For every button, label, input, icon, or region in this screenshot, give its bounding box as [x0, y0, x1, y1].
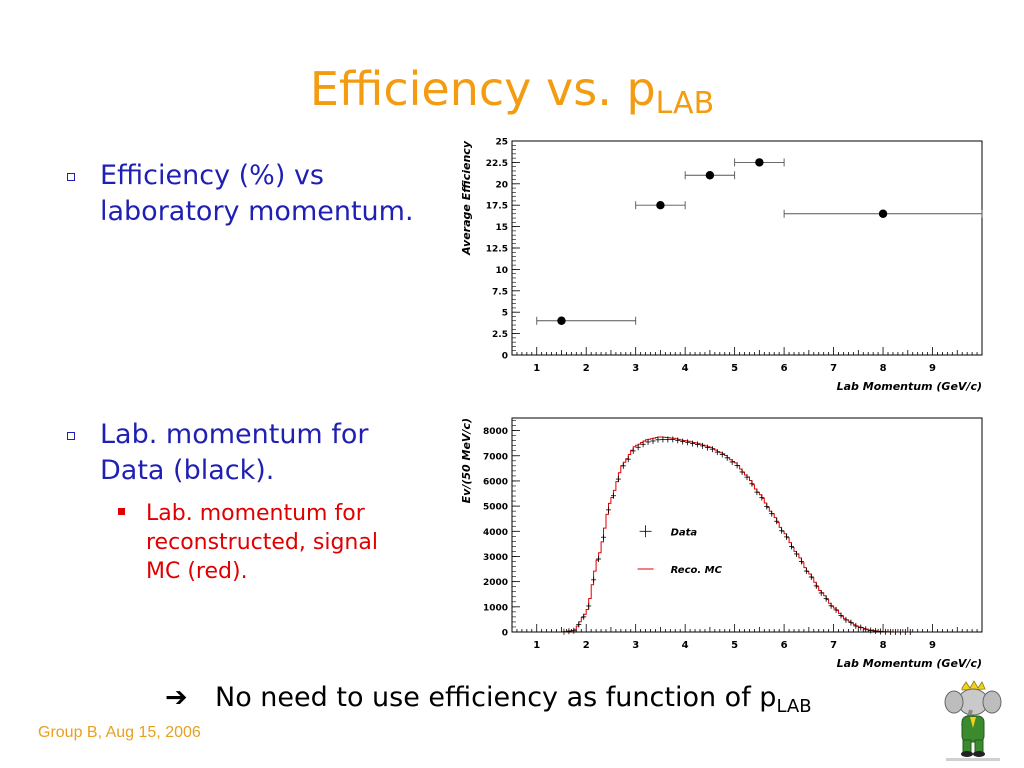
x-tick-label: 6 — [781, 640, 788, 651]
y-axis-label: Ev/(50 MeV/c) — [460, 418, 473, 503]
bullet-filled-square-icon — [118, 508, 125, 515]
x-tick-label: 7 — [830, 640, 837, 651]
y-tick-label: 5 — [502, 309, 508, 319]
slide-title: Efficiency vs. pLAB — [0, 62, 1024, 121]
x-tick-label: 4 — [682, 363, 689, 374]
bullet-list-top: Efficiency (%) vs laboratory momentum. — [67, 158, 445, 230]
legend-data-label: Data — [671, 527, 698, 538]
momentum-chart-svg: 1 2 3 4 5 6 7 8 9 0 1000 2000 3000 4000 5000 6000 7000 80… — [460, 417, 983, 670]
conclusion-line: ➔ No need to use efficiency as function o… — [165, 682, 812, 717]
x-tick-label: 6 — [781, 363, 788, 374]
y-tick-label: 12.5 — [486, 245, 508, 255]
y-tick-label: 25 — [495, 138, 508, 148]
y-tick-label: 4000 — [483, 528, 508, 538]
y-tick-label: 20 — [495, 180, 508, 190]
y-tick-label: 2000 — [483, 578, 508, 588]
y-tick-label: 10 — [495, 266, 508, 276]
x-tick-label: 3 — [632, 640, 639, 651]
elephant-logo-icon — [940, 680, 1006, 764]
x-axis-label: Lab Momentum (GeV/c) — [837, 657, 982, 670]
x-tick-label: 5 — [731, 363, 738, 374]
x-tick-label: 2 — [583, 363, 590, 374]
bullet-square-icon — [67, 432, 75, 440]
x-tick-label: 8 — [880, 640, 887, 651]
x-tick-label: 2 — [583, 640, 590, 651]
x-tick-label: 1 — [533, 640, 540, 651]
x-tick-label: 4 — [682, 640, 689, 651]
data-point — [878, 209, 888, 218]
x-tick-label: 1 — [533, 363, 540, 374]
data-point — [705, 171, 715, 180]
y-tick-label: 3000 — [483, 553, 508, 563]
momentum-plot: 1 2 3 4 5 6 7 8 9 0 1000 2000 3000 4000 5000 6000 7000 80… — [455, 410, 990, 672]
bullet-lab-momentum: Lab. momentum for Data (black). — [67, 417, 420, 489]
x-axis-label: Lab Momentum (GeV/c) — [837, 380, 982, 393]
y-tick-label: 2.5 — [492, 330, 508, 340]
plot-frame — [511, 140, 983, 356]
mc-histogram-series — [561, 436, 911, 633]
x-tick-label: 9 — [929, 363, 936, 374]
y-tick-label: 8000 — [483, 427, 508, 437]
y-axis-label: Average Efficiency — [460, 140, 473, 256]
y-tick-label: 0 — [502, 352, 508, 362]
bullet-efficiency: Efficiency (%) vs laboratory momentum. — [67, 158, 445, 230]
bullet-list-bottom: Lab. momentum for Data (black). Lab. mom… — [67, 417, 420, 586]
y-tick-label: 7.5 — [492, 287, 508, 297]
conclusion-subscript: LAB — [776, 696, 812, 717]
x-tick-label: 5 — [731, 640, 738, 651]
y-tick-label: 7000 — [483, 452, 508, 462]
data-point — [557, 316, 566, 325]
y-tick-label: 15 — [495, 223, 508, 233]
conclusion-text: No need to use efficiency as function of… — [215, 682, 777, 713]
y-tick-label: 17.5 — [486, 202, 508, 212]
x-tick-label: 9 — [929, 640, 936, 651]
legend-mc-label: Reco. MC — [671, 565, 723, 576]
data-point — [656, 201, 665, 210]
bullet-square-icon — [67, 173, 75, 181]
title-main: Efficiency vs. p — [309, 62, 656, 116]
y-tick-label: 0 — [502, 629, 508, 639]
x-tick-label: 7 — [830, 363, 837, 374]
y-tick-label: 5000 — [483, 503, 508, 513]
efficiency-plot: 1 2 3 4 5 6 7 8 9 0 2.5 5 7.5 10 12.5 15 17.5 20 22.5 25 Lab… — [455, 130, 990, 398]
title-subscript: LAB — [655, 86, 715, 121]
efficiency-chart-svg: 1 2 3 4 5 6 7 8 9 0 2.5 5 7.5 10 12.5 15 17.5 20 22.5 25 Lab… — [460, 138, 983, 393]
bullet-text: Efficiency (%) vs laboratory momentum. — [100, 160, 414, 227]
sub-bullet-text: Lab. momentum for reconstructed, signal … — [146, 501, 378, 584]
footer-text: Group B, Aug 15, 2006 — [38, 724, 201, 741]
data-point — [755, 158, 764, 167]
plot-frame — [511, 417, 983, 633]
right-arrow-icon: ➔ — [165, 682, 188, 713]
y-tick-label: 22.5 — [486, 159, 508, 169]
y-tick-label: 6000 — [483, 477, 508, 487]
sub-bullet-mc: Lab. momentum for reconstructed, signal … — [118, 499, 416, 586]
x-tick-label: 8 — [880, 363, 887, 374]
y-tick-label: 1000 — [483, 603, 508, 613]
bullet-text: Lab. momentum for Data (black). — [100, 419, 369, 486]
x-tick-label: 3 — [632, 363, 639, 374]
